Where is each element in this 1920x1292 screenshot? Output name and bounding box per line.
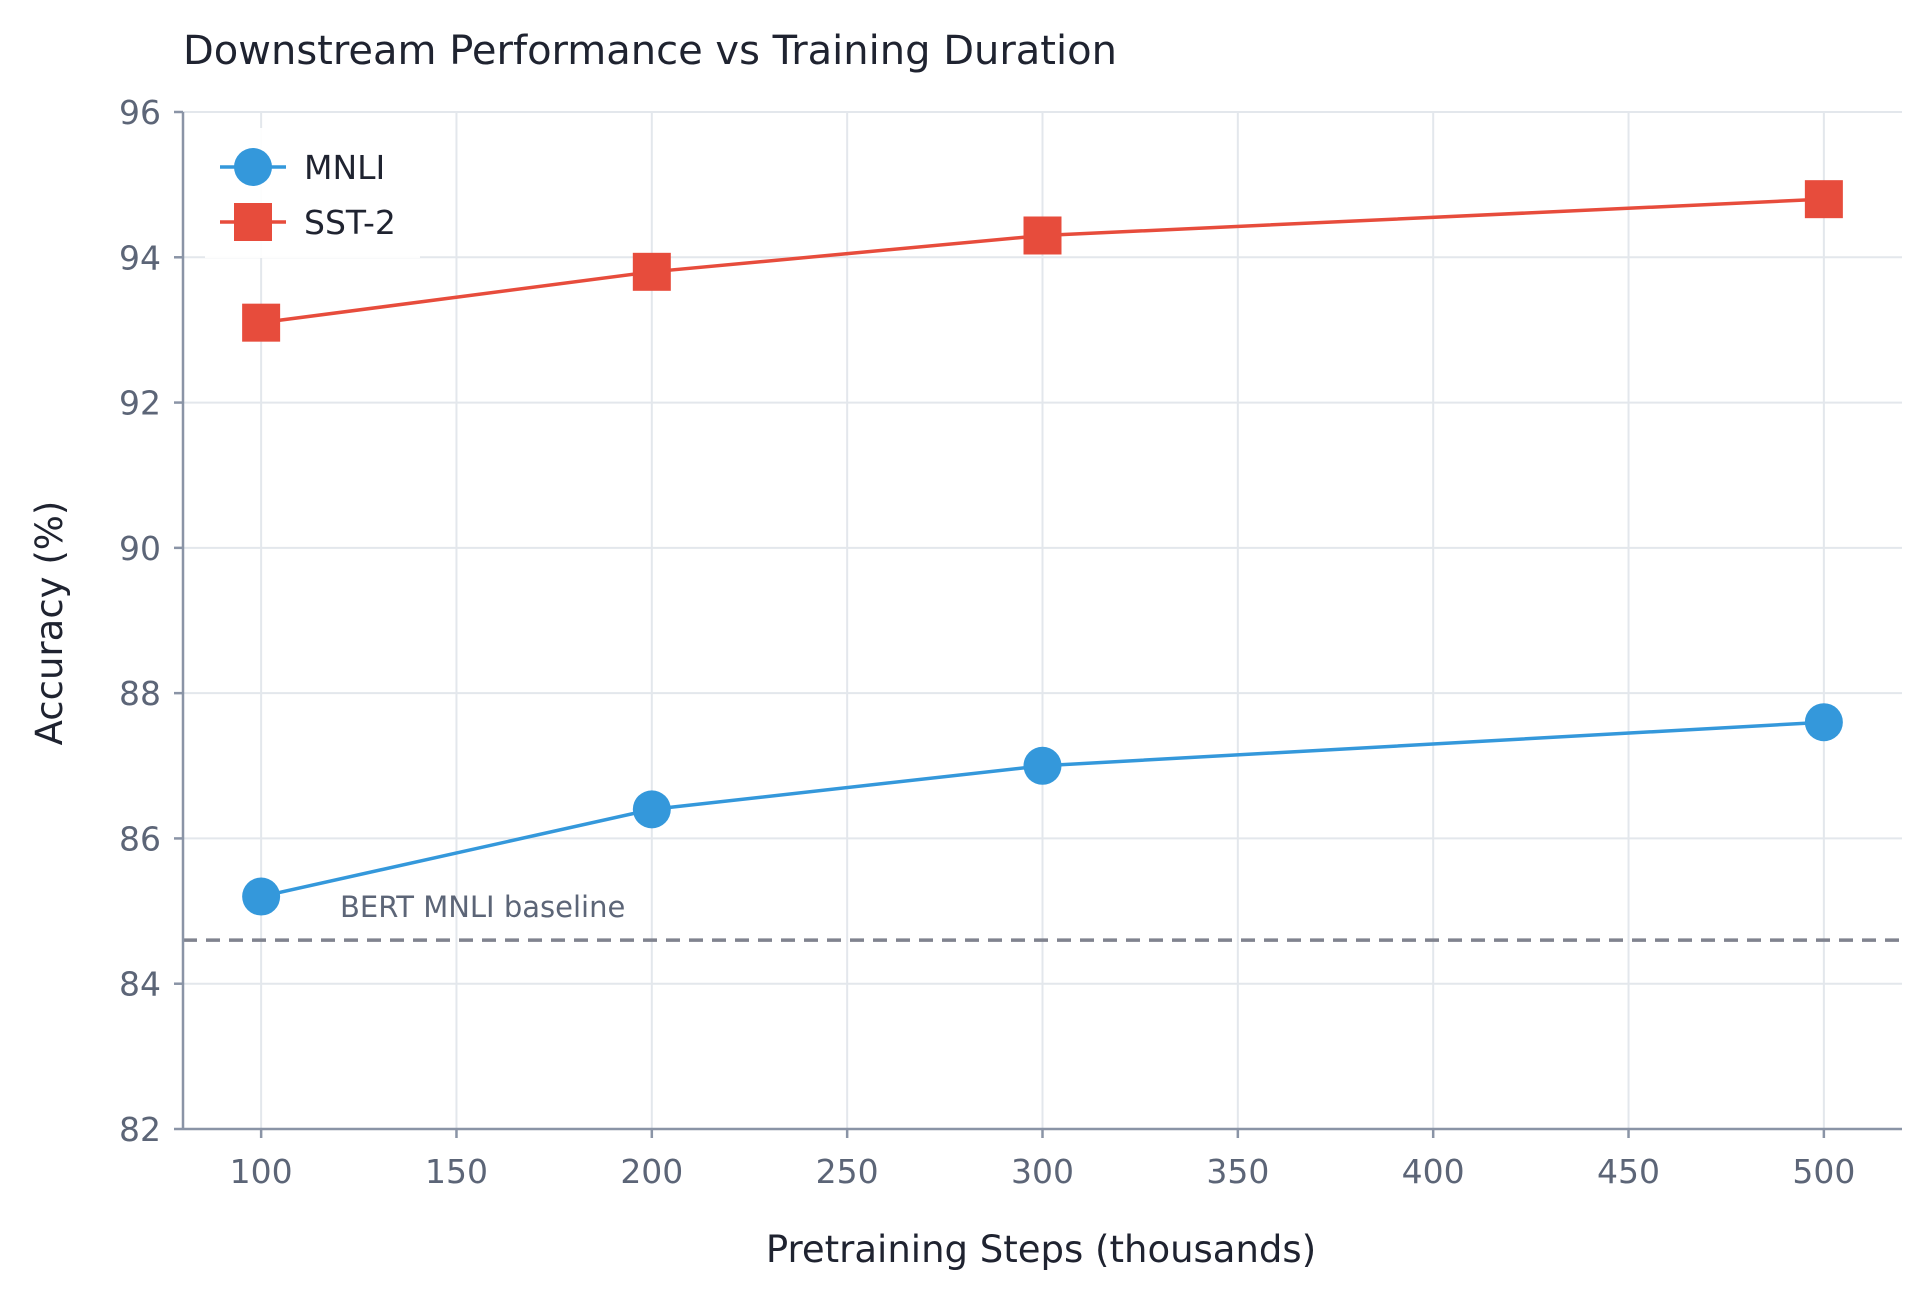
axes-layer: 100 150 200 250 300 350 400 450 500 82 84 86 88 90 92 9…: [119, 93, 1902, 1191]
y-tick-label: 90: [119, 529, 161, 568]
legend-item-mnli: MNLI: [220, 148, 385, 187]
x-tick-label: 350: [1206, 1152, 1269, 1191]
legend-marker: [234, 203, 272, 241]
data-point-mnli: [242, 877, 281, 916]
y-tick-label: 82: [119, 1110, 161, 1149]
data-point-mnli: [1023, 746, 1062, 785]
x-tick-label: 500: [1792, 1152, 1855, 1191]
legend-marker: [234, 148, 272, 186]
legend-label: SST-2: [304, 203, 396, 242]
series-mnli: [242, 703, 1843, 916]
y-tick-label: 94: [119, 238, 161, 277]
data-point-sst-2: [242, 303, 281, 342]
y-tick-label: 88: [119, 674, 161, 713]
y-tick-label: 86: [119, 819, 161, 858]
chart-title: Downstream Performance vs Training Durat…: [183, 28, 1117, 74]
data-point-mnli: [632, 790, 671, 829]
reference-layer: BERT MNLI baseline: [183, 890, 1902, 942]
legend-label: MNLI: [304, 148, 385, 187]
series-line-mnli: [260, 720, 1824, 899]
x-tick-label: 400: [1402, 1152, 1465, 1191]
y-tick-label: 96: [119, 93, 161, 132]
data-point-mnli: [1804, 703, 1843, 742]
x-tick-label: 150: [425, 1152, 488, 1191]
x-tick-label: 100: [230, 1152, 293, 1191]
x-tick-label: 250: [816, 1152, 879, 1191]
series-layer: [242, 180, 1843, 916]
series-sst-2: [242, 180, 1843, 342]
x-tick-label: 200: [620, 1152, 683, 1191]
y-axis-label: Accuracy (%): [28, 501, 71, 746]
y-tick-label: 84: [119, 965, 161, 1004]
legend: MNLI SST-2: [205, 128, 420, 258]
legend-item-sst-2: SST-2: [220, 203, 396, 242]
x-tick-label: 450: [1597, 1152, 1660, 1191]
series-line-sst-2: [260, 197, 1824, 325]
data-point-sst-2: [1804, 180, 1843, 219]
y-tick-label: 92: [119, 384, 161, 423]
data-point-sst-2: [632, 252, 671, 291]
baseline-annotation: BERT MNLI baseline: [340, 890, 625, 924]
x-axis-label: Pretraining Steps (thousands): [766, 1228, 1316, 1271]
x-tick-label: 300: [1011, 1152, 1074, 1191]
grid-layer: [183, 111, 1902, 1130]
data-point-sst-2: [1023, 216, 1062, 255]
